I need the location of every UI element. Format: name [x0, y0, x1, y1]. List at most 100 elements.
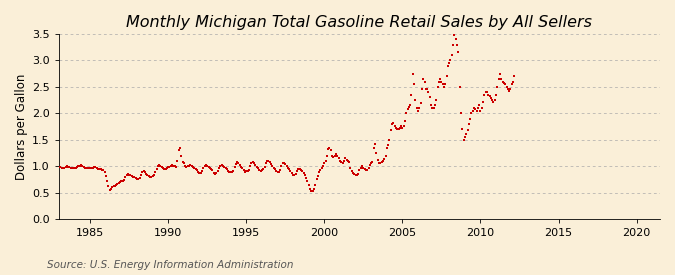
Point [90, 165, 101, 169]
Point [379, 157, 389, 161]
Point [121, 173, 132, 177]
Point [147, 174, 158, 178]
Point [401, 111, 412, 116]
Point [493, 77, 504, 81]
Point [252, 166, 263, 170]
Point [289, 173, 300, 177]
Point [279, 161, 290, 165]
Point [380, 153, 391, 158]
Point [213, 169, 223, 174]
Point [355, 166, 366, 170]
Point [508, 79, 518, 84]
Point [502, 87, 513, 92]
Point [146, 175, 157, 179]
Point [344, 160, 354, 165]
Point [331, 152, 342, 157]
Point [480, 90, 491, 94]
Point [444, 61, 455, 65]
Point [161, 166, 172, 170]
Point [154, 162, 165, 167]
Point [169, 164, 180, 168]
Point [210, 171, 221, 176]
Point [383, 143, 394, 147]
Y-axis label: Dollars per Gallon: Dollars per Gallon [15, 73, 28, 180]
Point [468, 106, 479, 110]
Point [105, 187, 116, 191]
Point [310, 182, 321, 187]
Point [423, 90, 434, 94]
Point [111, 183, 122, 187]
Point [478, 99, 489, 104]
Point [245, 164, 256, 168]
Point [495, 72, 506, 76]
Point [314, 170, 325, 175]
Point [172, 159, 183, 163]
Point [363, 166, 374, 170]
Point [189, 166, 200, 170]
Point [251, 164, 262, 169]
Point [422, 87, 433, 92]
Point [227, 170, 238, 175]
Point [496, 77, 507, 81]
Point [221, 167, 232, 172]
Point [402, 107, 413, 111]
Point [269, 167, 280, 172]
Point [377, 159, 388, 163]
Point [82, 166, 93, 170]
Point [296, 167, 306, 172]
Point [205, 166, 215, 170]
Point [160, 167, 171, 171]
Point [220, 166, 231, 170]
Point [258, 167, 269, 172]
Point [246, 161, 257, 165]
Point [315, 167, 326, 172]
Point [482, 90, 493, 94]
Point [352, 172, 362, 177]
Point [254, 167, 265, 172]
Point [409, 82, 420, 86]
Point [116, 179, 127, 184]
Point [366, 161, 377, 166]
Point [327, 153, 338, 158]
Point [400, 119, 410, 123]
Point [230, 162, 241, 166]
Point [471, 108, 482, 113]
Point [134, 175, 145, 180]
Point [346, 169, 357, 174]
Point [81, 166, 92, 170]
Point [271, 169, 281, 173]
Point [470, 107, 481, 111]
Point [290, 172, 301, 176]
Point [419, 79, 430, 84]
Point [427, 106, 438, 110]
Point [168, 163, 179, 168]
Point [332, 153, 343, 158]
Point [67, 166, 78, 170]
Point [425, 95, 435, 100]
Point [107, 185, 117, 189]
Point [297, 169, 308, 173]
Point [454, 85, 465, 89]
Point [360, 167, 371, 172]
Point [475, 108, 486, 113]
Point [425, 103, 436, 108]
Point [196, 169, 207, 174]
Point [335, 159, 346, 163]
Point [497, 79, 508, 84]
Point [86, 166, 97, 170]
Point [70, 166, 81, 170]
Point [186, 164, 197, 168]
Point [203, 164, 214, 169]
Point [129, 175, 140, 179]
Point [74, 163, 85, 168]
Point [393, 127, 404, 131]
Point [284, 167, 294, 172]
Point [450, 37, 461, 42]
Point [375, 161, 385, 166]
Point [504, 89, 514, 93]
Point [353, 171, 364, 176]
Point [498, 80, 509, 85]
Point [85, 166, 96, 170]
Point [285, 169, 296, 173]
Point [171, 164, 182, 169]
